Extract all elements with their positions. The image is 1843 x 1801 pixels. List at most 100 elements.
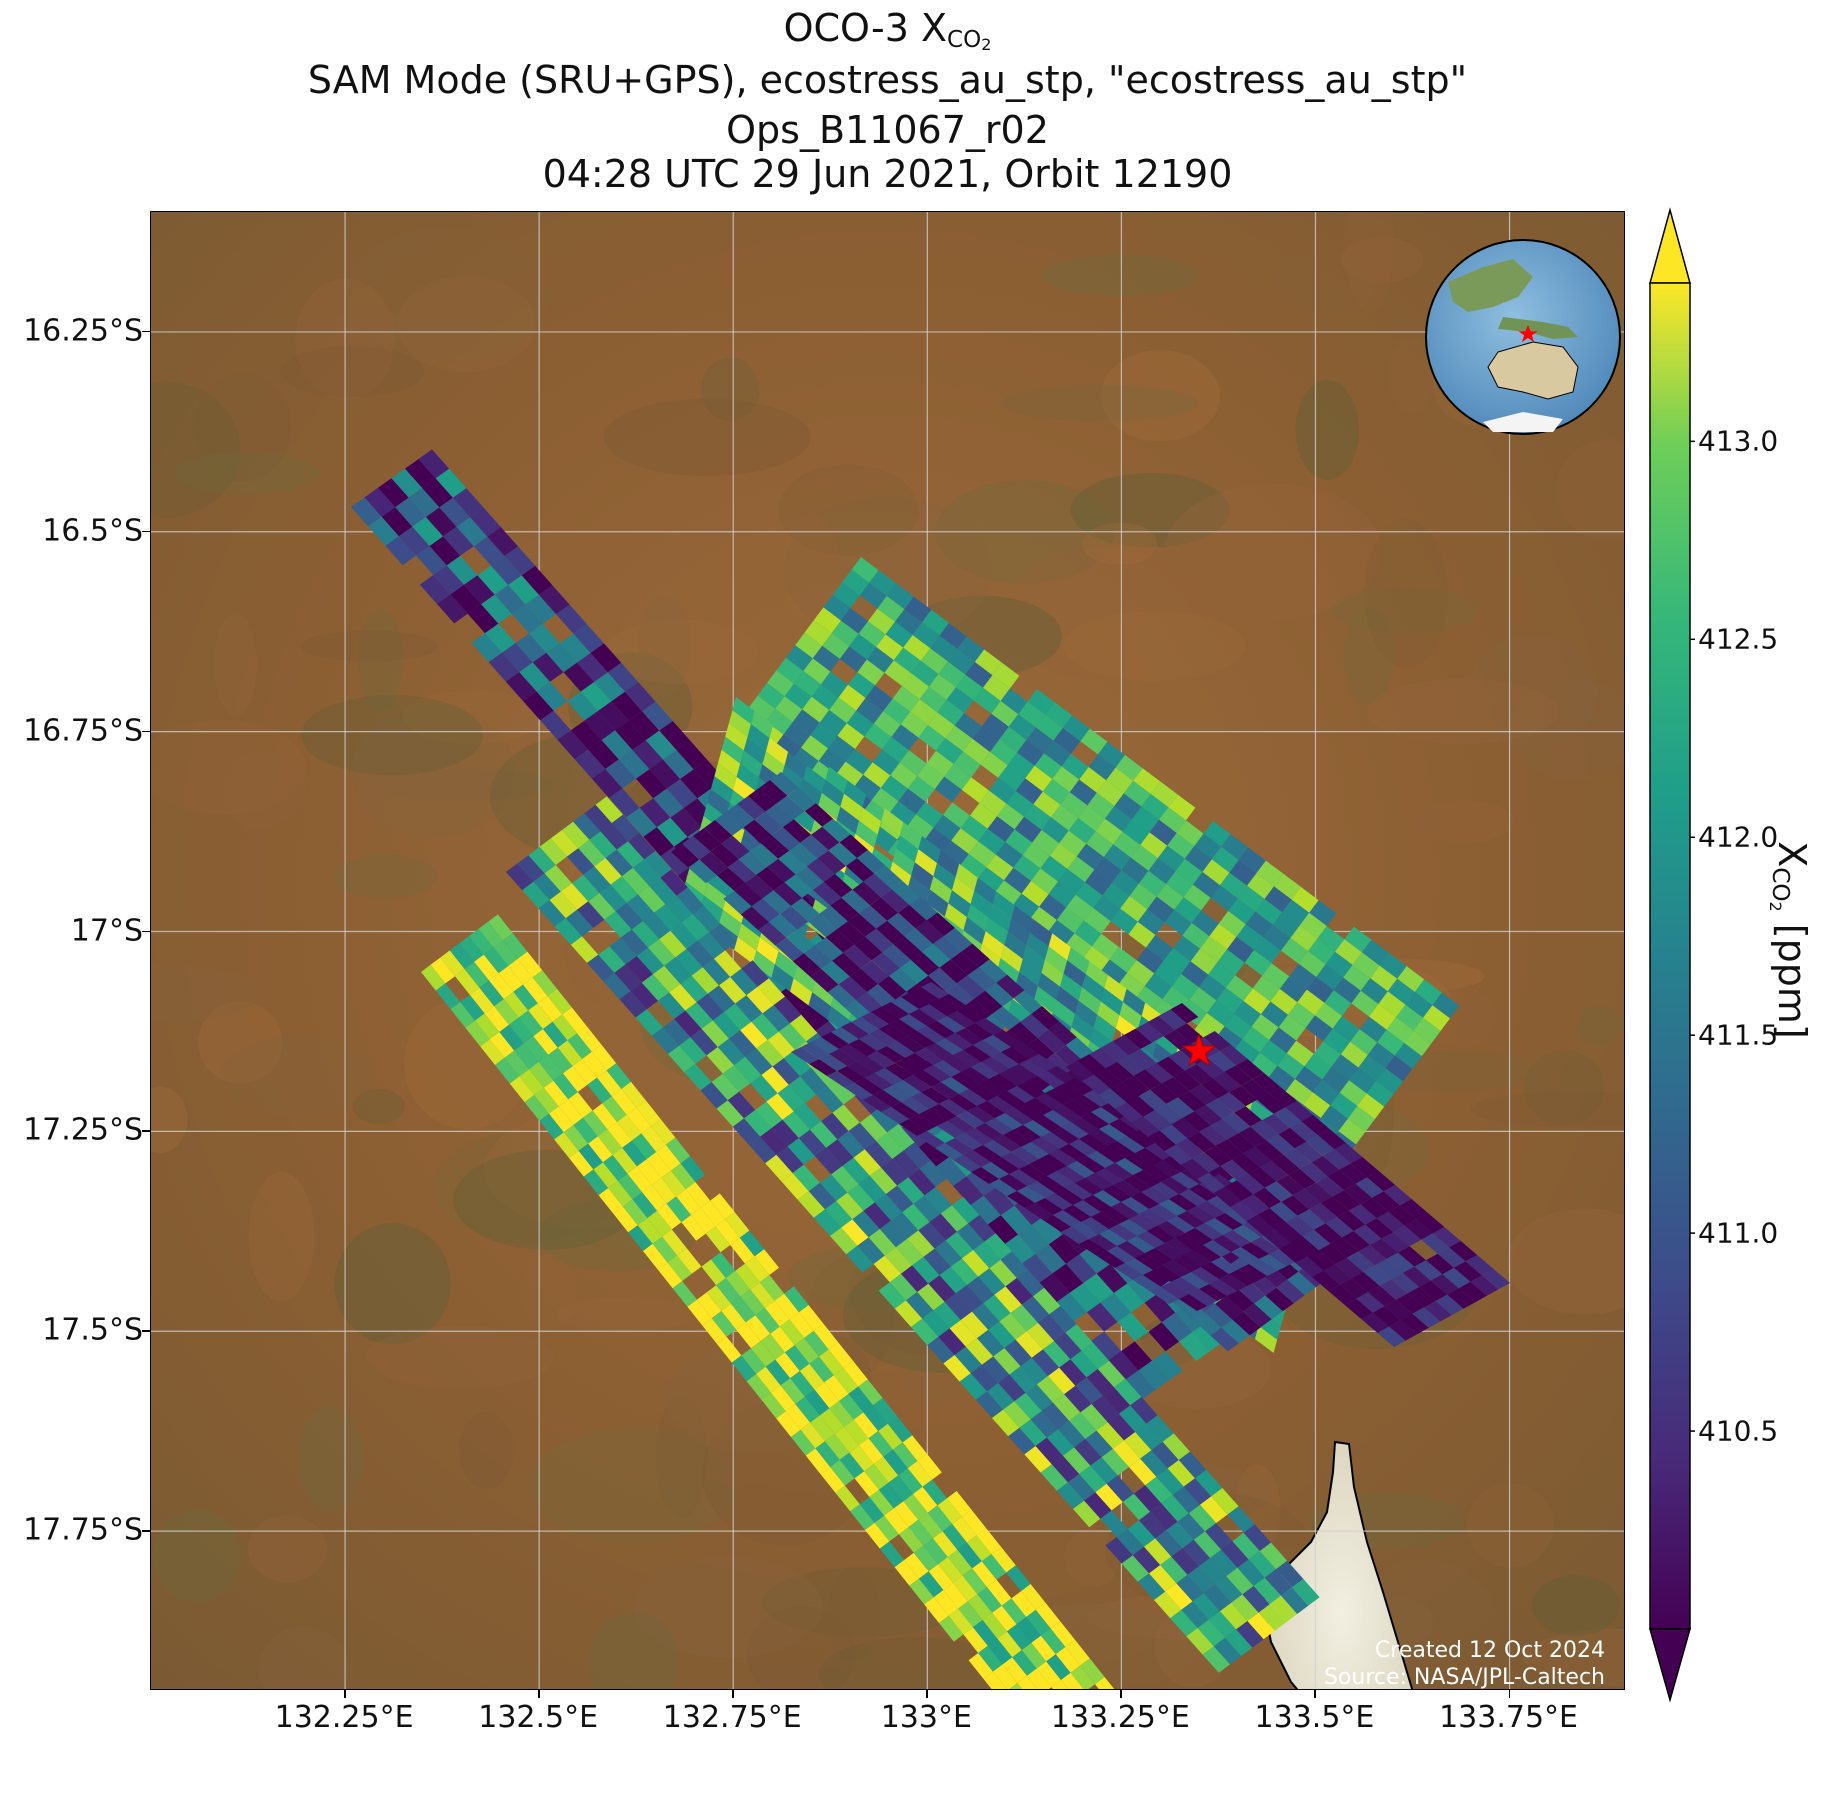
- sounding-cell: [1393, 1225, 1422, 1247]
- sounding-cell: [775, 937, 804, 962]
- sounding-cell: [567, 691, 598, 721]
- sounding-cell: [771, 827, 801, 851]
- sounding-cell: [816, 1086, 844, 1113]
- sounding-cell: [871, 1105, 899, 1133]
- sounding-cell: [1157, 1221, 1185, 1238]
- sounding-cell: [612, 1147, 637, 1174]
- sounding-cell: [1232, 1039, 1260, 1066]
- sounding-cell: [781, 765, 804, 793]
- sounding-cell: [1070, 1665, 1095, 1689]
- sounding-cell: [1060, 973, 1083, 1001]
- sounding-cell: [1071, 1013, 1094, 1041]
- sounding-cell: [594, 858, 622, 885]
- sounding-cell: [685, 1182, 711, 1208]
- sounding-cell: [1236, 924, 1264, 950]
- sounding-cell: [440, 950, 465, 977]
- sounding-cell: [979, 1079, 1007, 1096]
- sounding-cell: [1125, 1370, 1156, 1400]
- sounding-cell: [591, 769, 623, 798]
- sounding-cell: [790, 1371, 815, 1397]
- sounding-cell: [1009, 1064, 1037, 1081]
- sounding-cell: [1174, 897, 1202, 923]
- sounding-cell: [1327, 1169, 1356, 1191]
- sounding-cell: [1038, 1314, 1066, 1341]
- sounding-cell: [697, 932, 726, 959]
- sounding-cell: [489, 1032, 515, 1058]
- map-plot-area[interactable]: [150, 211, 1625, 1690]
- sounding-cell: [893, 936, 922, 960]
- sounding-cell: [632, 1192, 657, 1218]
- sounding-cell: [935, 1038, 963, 1055]
- sounding-cell: [919, 686, 947, 713]
- sounding-cell: [869, 570, 897, 596]
- sounding-cell: [1156, 1056, 1185, 1077]
- sounding-cell: [953, 1050, 981, 1067]
- sounding-cell: [606, 1063, 631, 1089]
- sounding-cell: [945, 1231, 974, 1259]
- sounding-cell: [1271, 1154, 1300, 1175]
- sounding-cell: [624, 682, 656, 712]
- sounding-cell: [746, 986, 774, 1014]
- sounding-cell: [997, 1091, 1025, 1108]
- sounding-cell: [1079, 1465, 1107, 1493]
- sounding-cell: [1194, 833, 1222, 860]
- sounding-cell: [1026, 1037, 1055, 1062]
- sounding-cell: [716, 1100, 744, 1127]
- sounding-cell: [960, 815, 988, 842]
- sounding-cell: [532, 970, 557, 996]
- sounding-cell: [1222, 1112, 1251, 1133]
- sounding-cell: [965, 662, 993, 688]
- sounding-cell: [470, 507, 501, 537]
- sounding-cell: [1269, 1027, 1297, 1054]
- sounding-cell: [883, 1085, 911, 1102]
- sounding-cell: [842, 1157, 870, 1185]
- sounding-cell: [1163, 1260, 1191, 1277]
- sounding-cell: [967, 1594, 993, 1620]
- sounding-cell: [1045, 702, 1073, 728]
- sounding-cell: [962, 1568, 987, 1595]
- sounding-cell: [941, 840, 969, 867]
- sounding-cell: [882, 944, 911, 968]
- sounding-cell: [573, 624, 604, 653]
- sounding-cell: [691, 1207, 716, 1234]
- sounding-cell: [1254, 1295, 1283, 1320]
- sounding-cell: [1191, 1267, 1219, 1284]
- sounding-cell: [799, 779, 822, 807]
- sounding-cell: [1166, 1097, 1195, 1118]
- sounding-cell: [1056, 1482, 1085, 1509]
- sounding-cell: [983, 1671, 1007, 1689]
- sounding-cell: [630, 982, 658, 1010]
- sounding-cell: [1113, 1180, 1141, 1197]
- sounding-cell: [1058, 1420, 1086, 1448]
- sounding-cell: [1153, 1160, 1181, 1177]
- sounding-cell: [1101, 1448, 1129, 1476]
- sounding-cell: [504, 546, 536, 576]
- sounding-cell: [767, 858, 796, 883]
- colorbar-label: XCO2 [ppm]: [1766, 841, 1814, 1039]
- sounding-cell: [1228, 898, 1256, 925]
- sounding-cell: [845, 749, 873, 775]
- sounding-cell: [701, 1259, 726, 1286]
- sounding-cell: [1315, 1002, 1342, 1029]
- sounding-cell: [1004, 1339, 1032, 1367]
- sounding-cell: [741, 960, 769, 987]
- sounding-cell: [820, 1467, 845, 1493]
- sounding-cell: [1171, 1548, 1199, 1575]
- sounding-cell: [1241, 1194, 1270, 1215]
- sounding-cell: [1017, 1081, 1045, 1098]
- sounding-cell: [853, 1412, 879, 1439]
- sounding-cell: [628, 711, 660, 741]
- sounding-cell: [943, 1355, 971, 1382]
- terrain-patch: [345, 226, 550, 362]
- sounding-cell: [797, 1191, 825, 1218]
- sounding-cell: [1215, 1026, 1243, 1052]
- sounding-cell: [502, 643, 533, 672]
- sounding-cell: [871, 952, 900, 976]
- sounding-cell: [741, 1348, 766, 1374]
- sounding-cell: [523, 691, 554, 721]
- sounding-cell: [956, 674, 983, 701]
- sounding-cell: [776, 1146, 804, 1173]
- sounding-cell: [979, 790, 1007, 817]
- sounding-cell: [1021, 1296, 1050, 1323]
- sounding-cell: [565, 909, 594, 937]
